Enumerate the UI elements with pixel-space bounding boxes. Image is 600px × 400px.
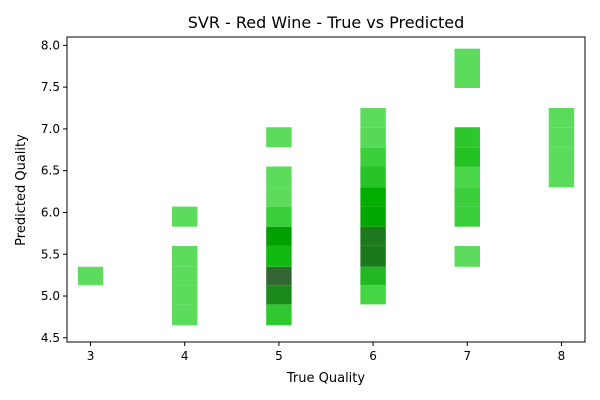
heatmap-cell bbox=[266, 187, 292, 207]
heatmap-cells bbox=[77, 48, 575, 326]
heatmap-cell bbox=[172, 266, 198, 286]
heatmap-cell bbox=[454, 147, 480, 167]
heatmap-cell bbox=[454, 166, 480, 188]
heatmap-cell bbox=[360, 206, 386, 227]
heatmap-cell bbox=[360, 108, 386, 128]
x-tick-label: 4 bbox=[181, 349, 189, 363]
heatmap-cell bbox=[266, 127, 292, 148]
heatmap-cell bbox=[548, 166, 575, 188]
heatmap-cell bbox=[360, 187, 386, 207]
heatmap-cell bbox=[266, 245, 292, 267]
y-axis-ticks: 4.5 5.0 5.5 6.0 6.5 7.0 7.5 8.0 bbox=[41, 38, 67, 345]
heatmap-cell bbox=[266, 206, 292, 227]
heatmap-cell bbox=[172, 285, 198, 305]
y-tick-label: 6.5 bbox=[41, 164, 60, 178]
plot-frame bbox=[66, 36, 586, 343]
heatmap-cell bbox=[454, 206, 480, 227]
heatmap-cell bbox=[360, 285, 386, 305]
heatmap-cell bbox=[266, 304, 292, 326]
y-axis-label: Predicted Quality bbox=[14, 134, 29, 246]
x-axis-ticks: 3 4 5 6 7 8 bbox=[87, 342, 566, 363]
heatmap-cell bbox=[548, 108, 575, 128]
heatmap-cell bbox=[266, 226, 292, 246]
heatmap-cell bbox=[266, 166, 292, 188]
heatmap-cell bbox=[548, 147, 575, 167]
heatmap-cell bbox=[454, 48, 480, 88]
heatmap-cell bbox=[172, 245, 198, 267]
y-tick-label: 5.0 bbox=[41, 289, 60, 303]
heatmap-cell bbox=[77, 266, 104, 286]
heatmap-cell bbox=[172, 206, 198, 227]
heatmap-cell bbox=[360, 166, 386, 188]
y-tick-label: 7.0 bbox=[41, 122, 60, 136]
heatmap-cell bbox=[360, 147, 386, 167]
y-tick-label: 6.0 bbox=[41, 205, 60, 219]
y-tick-label: 7.5 bbox=[41, 80, 60, 94]
heatmap-cell bbox=[172, 304, 198, 326]
heatmap-cell bbox=[360, 226, 386, 246]
heatmap-cell bbox=[548, 127, 575, 148]
heatmap-cell bbox=[454, 127, 480, 148]
heatmap-cell bbox=[360, 127, 386, 148]
heatmap-cell bbox=[360, 245, 386, 267]
heatmap-cell bbox=[454, 245, 480, 267]
x-tick-label: 7 bbox=[463, 349, 471, 363]
y-tick-label: 5.5 bbox=[41, 247, 60, 261]
y-tick-label: 8.0 bbox=[41, 38, 60, 52]
chart-title: SVR - Red Wine - True vs Predicted bbox=[188, 13, 465, 32]
x-tick-label: 3 bbox=[87, 349, 95, 363]
x-tick-label: 8 bbox=[558, 349, 566, 363]
x-axis-label: True Quality bbox=[286, 371, 366, 386]
heatmap-cell bbox=[454, 187, 480, 207]
heatmap-cell bbox=[266, 266, 292, 286]
y-tick-label: 4.5 bbox=[41, 331, 60, 345]
x-tick-label: 5 bbox=[275, 349, 283, 363]
heatmap-cell bbox=[360, 266, 386, 286]
heatmap-cell bbox=[266, 285, 292, 305]
x-tick-label: 6 bbox=[369, 349, 377, 363]
